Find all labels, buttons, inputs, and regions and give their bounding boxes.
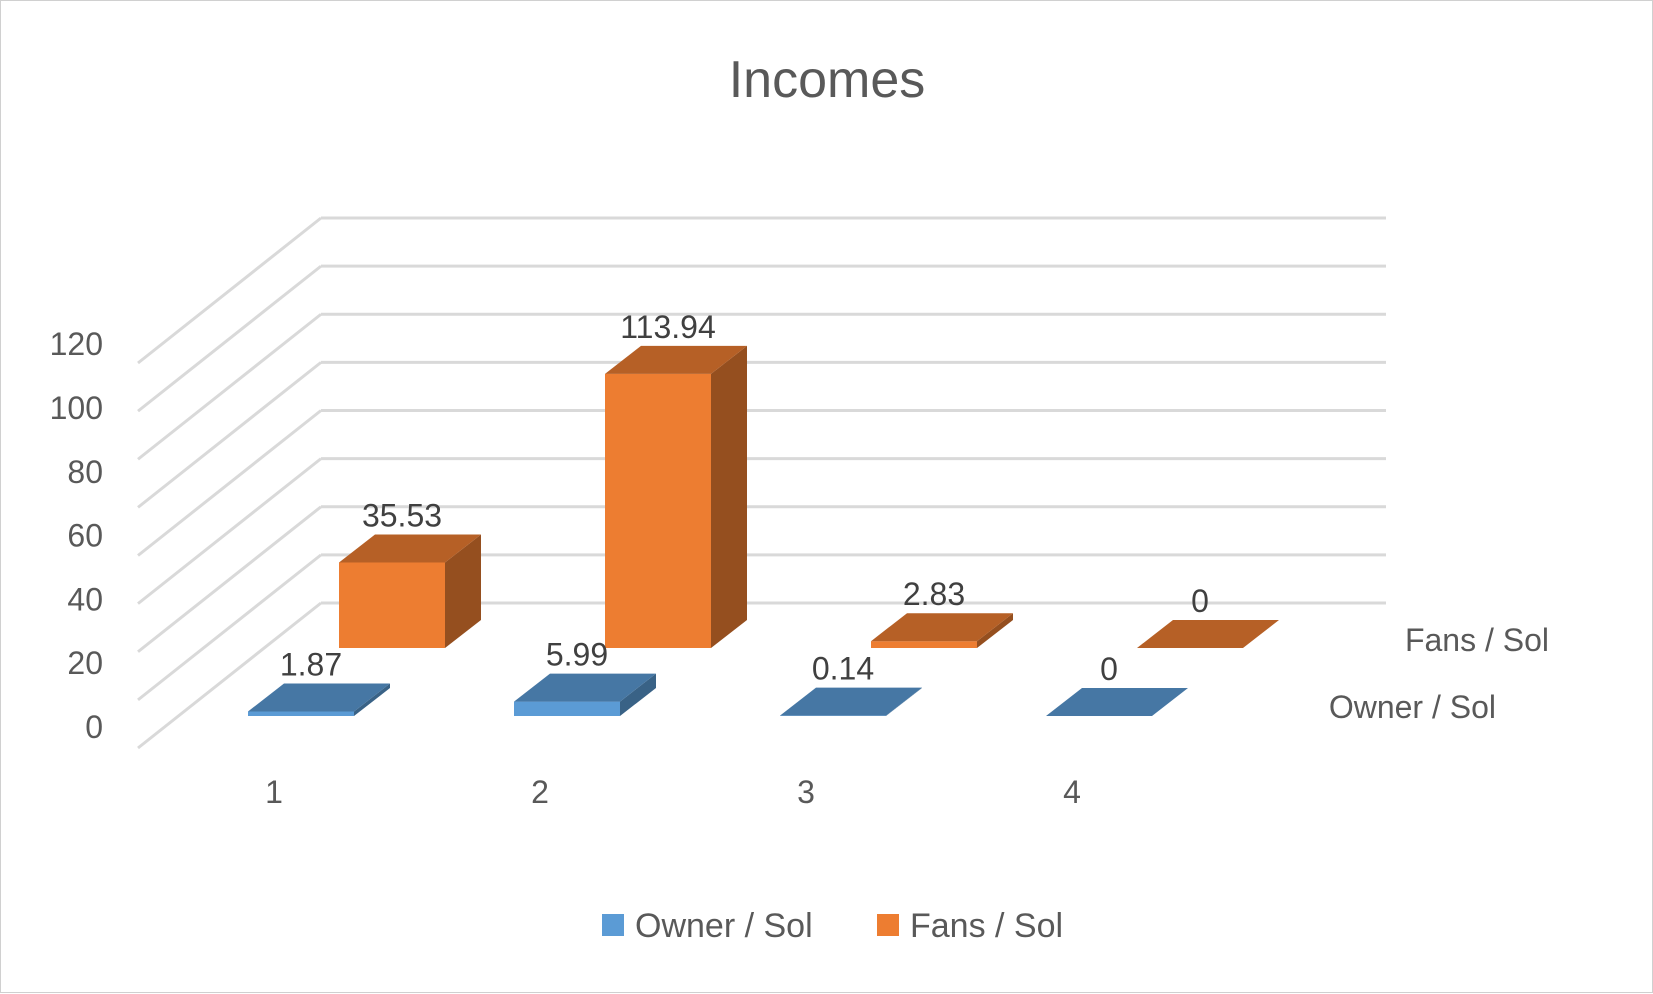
gridline-side: [138, 218, 321, 363]
x-tick-label: 2: [531, 774, 549, 810]
gridline-side: [138, 266, 321, 411]
y-axis-ticks: 0 20 40 60 80 100 120: [50, 326, 103, 745]
bar: [248, 684, 390, 716]
bar: [1046, 688, 1188, 716]
gridline-side: [138, 362, 321, 507]
y-tick-label: 20: [67, 645, 103, 681]
bar-top: [871, 613, 1013, 641]
depth-axis-labels: Owner / Sol Fans / Sol: [1329, 622, 1549, 725]
x-axis-ticks: 1 2 3 4: [265, 774, 1081, 810]
data-label: 0: [1191, 583, 1209, 619]
bar-top: [1137, 620, 1279, 648]
y-tick-label: 120: [50, 326, 103, 362]
bar: [605, 346, 747, 648]
chart-title: Incomes: [729, 51, 926, 109]
bar-front: [514, 702, 620, 716]
gridline-side: [138, 411, 321, 556]
bar-top: [1046, 688, 1188, 716]
legend-label: Fans / Sol: [910, 907, 1063, 945]
legend-label: Owner / Sol: [635, 907, 813, 945]
bar-top: [780, 688, 922, 716]
data-label: 5.99: [546, 637, 608, 673]
gridline-side: [138, 507, 321, 652]
gridline-side: [138, 314, 321, 459]
y-tick-label: 80: [67, 454, 103, 490]
x-tick-label: 3: [797, 774, 815, 810]
gridline-side: [138, 459, 321, 604]
data-label: 113.94: [620, 309, 716, 345]
x-tick-label: 4: [1063, 774, 1081, 810]
data-label: 2.83: [903, 576, 965, 612]
bar-side: [711, 346, 747, 648]
legend-swatch: [602, 914, 624, 936]
bar-front: [248, 712, 354, 716]
legend: Owner / Sol Fans / Sol: [602, 907, 1063, 945]
bar-front: [871, 641, 977, 648]
bar-front: [339, 563, 445, 648]
y-tick-label: 40: [67, 581, 103, 617]
data-label: 1.87: [280, 647, 342, 683]
bar: [1137, 620, 1279, 648]
y-tick-label: 0: [85, 709, 103, 745]
data-label: 0: [1100, 651, 1118, 687]
bar-front: [605, 374, 711, 648]
bar-top: [248, 684, 390, 712]
legend-swatch: [877, 914, 899, 936]
depth-axis-label: Owner / Sol: [1329, 689, 1496, 725]
depth-axis-label: Fans / Sol: [1405, 622, 1549, 658]
y-tick-label: 60: [67, 518, 103, 554]
bar: [780, 688, 922, 716]
bar: [339, 535, 481, 648]
x-tick-label: 1: [265, 774, 283, 810]
bar: [871, 613, 1013, 648]
data-label: 0.14: [812, 651, 874, 687]
bar: [514, 674, 656, 716]
data-label: 35.53: [362, 498, 442, 534]
y-tick-label: 100: [50, 390, 103, 426]
